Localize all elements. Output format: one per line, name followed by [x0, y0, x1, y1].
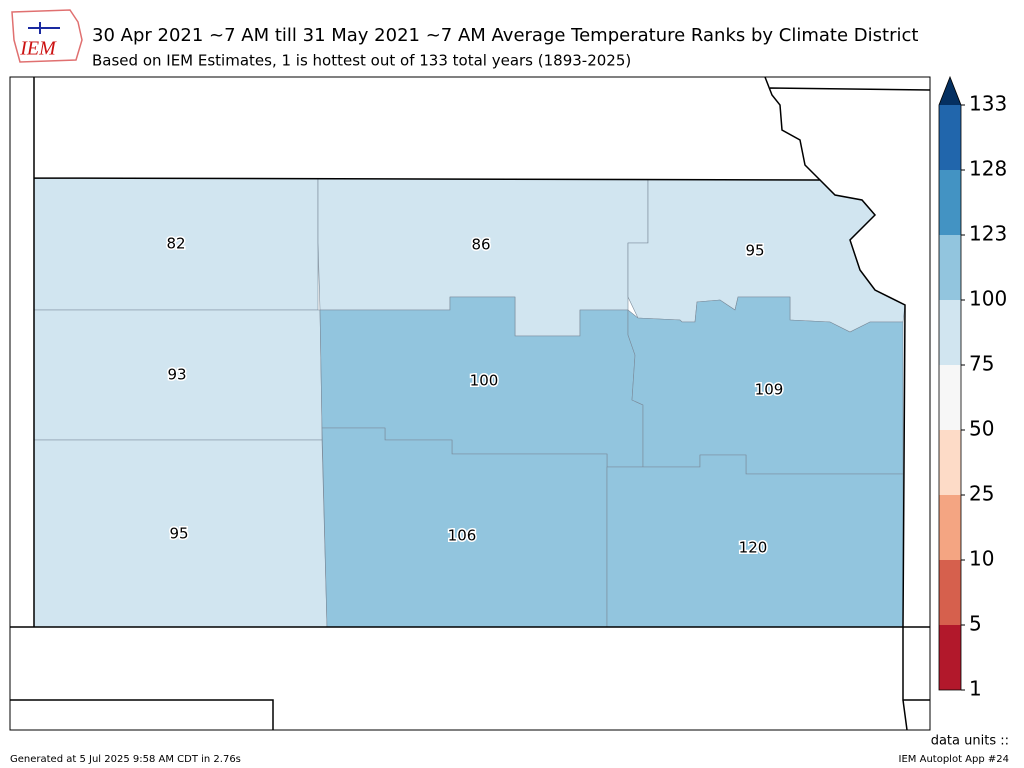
district-label: 100 — [470, 372, 499, 390]
district-label: 109 — [755, 381, 784, 399]
title: 30 Apr 2021 ~7 AM till 31 May 2021 ~7 AM… — [92, 25, 918, 46]
missouri-border — [764, 76, 931, 181]
districts — [33, 177, 906, 628]
colorbar-bin — [939, 300, 961, 365]
district-label: 106 — [448, 527, 477, 545]
district — [627, 296, 904, 475]
footer-units: data units :: — [931, 734, 1009, 749]
state-borders — [10, 76, 931, 731]
colorbar-tick-label: 75 — [969, 352, 994, 376]
district-label: 86 — [471, 236, 490, 254]
colorbar-tick-label: 128 — [969, 157, 1007, 181]
colorbar-tick-label: 100 — [969, 287, 1007, 311]
colorbar-outline — [938, 75, 962, 691]
colorbar-bin — [939, 430, 961, 495]
footer-app: IEM Autoplot App #24 — [899, 754, 1009, 765]
colorbar-tick-label: 1 — [969, 677, 982, 701]
subtitle: Based on IEM Estimates, 1 is hottest out… — [92, 52, 631, 70]
colorbar: 1 5 10 25 50 75 100 123 128 133 — [938, 75, 1007, 701]
colorbar-tick-label: 50 — [969, 417, 994, 441]
colorbar-bin — [939, 235, 961, 300]
district-labels: 82 86 95 93 100 109 95 106 120 — [165, 233, 785, 558]
colorbar-bin — [939, 495, 961, 560]
logo-outline — [11, 9, 83, 63]
colorbar-tick-label: 10 — [969, 547, 994, 571]
colorbar-bin — [939, 170, 961, 235]
colorbar-extend — [939, 77, 961, 105]
colorbar-tick-label: 133 — [969, 92, 1007, 116]
district-label: 120 — [739, 539, 768, 557]
colorbar-tick-label: 25 — [969, 482, 994, 506]
district-label: 93 — [167, 366, 186, 384]
colorbar-bin — [939, 365, 961, 430]
colorbar-bin — [939, 105, 961, 170]
colorbar-tick-label: 5 — [969, 612, 982, 636]
logo: IEM — [11, 9, 83, 63]
district-label: 95 — [169, 525, 188, 543]
kansas-border — [10, 77, 930, 628]
district-label: 82 — [166, 235, 185, 253]
footer-generated: Generated at 5 Jul 2025 9:58 AM CDT in 2… — [10, 754, 241, 765]
colorbar-tick-label: 123 — [969, 222, 1007, 246]
southern-borders — [10, 627, 930, 731]
colorbar-bin — [939, 560, 961, 625]
logo-text: IEM — [19, 38, 57, 60]
logo-icon — [28, 22, 60, 34]
district-label: 95 — [745, 242, 764, 260]
colorbar-bin — [939, 625, 961, 690]
